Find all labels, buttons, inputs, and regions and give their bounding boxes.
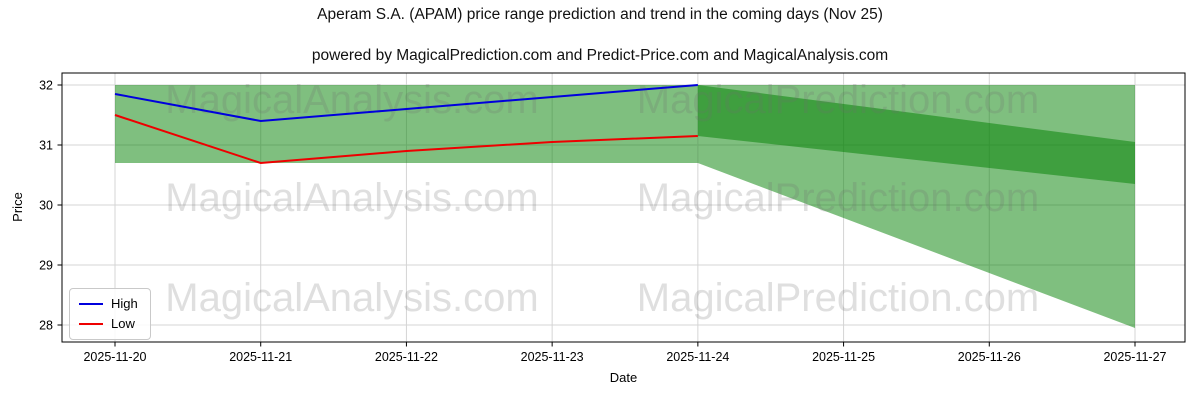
bands xyxy=(115,85,1135,328)
legend-label-low: Low xyxy=(111,316,135,331)
x-tick-label: 2025-11-23 xyxy=(521,350,584,364)
x-tick-label: 2025-11-20 xyxy=(83,350,146,364)
forecast-trend-band xyxy=(697,85,1135,184)
y-tick-label: 31 xyxy=(39,139,53,153)
watermark-text: MagicalPrediction.com xyxy=(637,276,1039,320)
high-line xyxy=(114,84,698,123)
legend-item-low: Low xyxy=(79,314,138,334)
legend-label-high: High xyxy=(111,296,138,311)
y-tick-labels: 28 29 30 31 32 xyxy=(39,79,53,333)
watermark-text: MagicalAnalysis.com xyxy=(165,176,538,220)
observed-range-band xyxy=(115,85,698,163)
x-tick-label: 2025-11-25 xyxy=(812,350,875,364)
legend: High Low xyxy=(69,288,151,340)
y-axis-label: Price xyxy=(10,192,25,222)
x-tick-label: 2025-11-21 xyxy=(229,350,292,364)
tick-marks xyxy=(57,84,1136,347)
watermarks: MagicalAnalysis.com MagicalPrediction.com… xyxy=(165,78,1039,320)
y-tick-label: 30 xyxy=(39,199,53,213)
y-tick-label: 29 xyxy=(39,259,53,273)
watermark-text: MagicalPrediction.com xyxy=(637,78,1039,122)
x-tick-label: 2025-11-24 xyxy=(666,350,729,364)
high-line-swatch xyxy=(79,303,103,305)
legend-item-high: High xyxy=(79,294,138,314)
y-tick-label: 32 xyxy=(39,79,53,93)
plot-border xyxy=(61,72,1186,343)
low-line xyxy=(114,114,698,165)
y-tick-label: 28 xyxy=(39,319,53,333)
watermark-text: MagicalPrediction.com xyxy=(637,176,1039,220)
watermark-text: MagicalAnalysis.com xyxy=(165,276,538,320)
watermark-text: MagicalAnalysis.com xyxy=(165,78,538,122)
low-line-swatch xyxy=(79,323,103,325)
x-tick-label: 2025-11-27 xyxy=(1103,350,1166,364)
x-tick-label: 2025-11-22 xyxy=(375,350,438,364)
chart-title: Aperam S.A. (APAM) price range predictio… xyxy=(317,6,883,23)
x-axis-label: Date xyxy=(609,370,638,385)
x-tick-label: 2025-11-26 xyxy=(958,350,1021,364)
chart-subtitle: powered by MagicalPrediction.com and Pre… xyxy=(311,47,889,64)
x-tick-labels: 2025-11-20 2025-11-21 2025-11-22 2025-11-23… xyxy=(83,350,1166,364)
